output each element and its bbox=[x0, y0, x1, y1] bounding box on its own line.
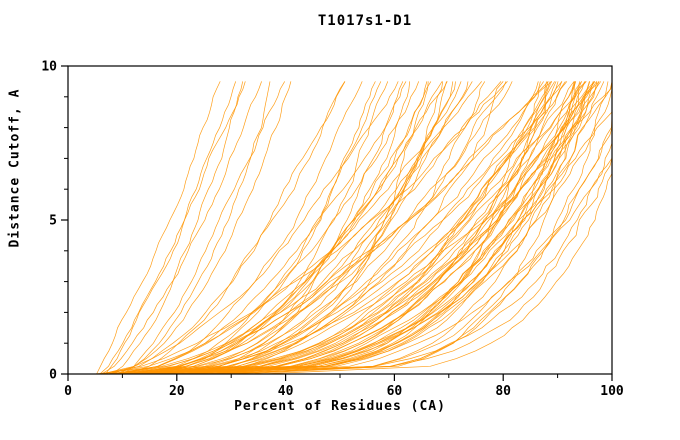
model-curve bbox=[95, 81, 502, 375]
model-curve bbox=[152, 81, 595, 375]
model-curve bbox=[121, 81, 541, 375]
model-curve bbox=[117, 81, 469, 375]
model-curve bbox=[122, 81, 576, 375]
model-curve bbox=[112, 81, 473, 375]
model-curve bbox=[200, 81, 601, 375]
model-curve bbox=[134, 81, 575, 375]
model-curve bbox=[114, 81, 544, 375]
model-curve bbox=[132, 81, 555, 375]
model-curve bbox=[117, 81, 363, 375]
model-curve bbox=[198, 81, 600, 375]
model-curve bbox=[157, 81, 563, 375]
model-curve bbox=[105, 81, 553, 375]
model-curve bbox=[153, 81, 404, 375]
model-curve bbox=[166, 81, 613, 375]
model-curve bbox=[176, 81, 613, 375]
model-curve bbox=[154, 81, 444, 375]
model-curve bbox=[224, 81, 591, 375]
model-curve bbox=[126, 81, 346, 375]
model-curve bbox=[123, 81, 482, 375]
model-curve bbox=[109, 81, 547, 375]
model-curve bbox=[231, 81, 613, 375]
model-curve bbox=[128, 81, 376, 375]
x-tick-label: 60 bbox=[387, 384, 403, 399]
model-curve bbox=[242, 81, 613, 375]
model-curve bbox=[203, 81, 605, 375]
model-curve bbox=[123, 81, 428, 375]
model-curve bbox=[142, 81, 549, 375]
model-curve bbox=[218, 81, 613, 375]
model-curve bbox=[145, 81, 557, 375]
model-curve bbox=[163, 81, 594, 375]
model-curve bbox=[142, 81, 432, 375]
model-curve bbox=[217, 81, 597, 375]
model-curve bbox=[101, 81, 399, 375]
model-curve bbox=[190, 81, 598, 375]
x-tick-label: 80 bbox=[495, 384, 511, 399]
model-curve bbox=[110, 81, 292, 375]
model-curve bbox=[164, 81, 429, 375]
model-curve bbox=[96, 81, 221, 375]
x-tick-label: 100 bbox=[600, 384, 624, 399]
y-tick-label: 5 bbox=[49, 214, 57, 229]
model-curve bbox=[116, 81, 504, 375]
model-curve bbox=[142, 81, 590, 375]
y-axis-label: Distance Cutoff, A bbox=[7, 88, 23, 248]
plot-frame bbox=[67, 65, 613, 375]
model-curve bbox=[139, 81, 382, 375]
model-curve bbox=[152, 81, 563, 375]
model-curve bbox=[127, 81, 456, 375]
model-curve bbox=[108, 81, 553, 375]
model-curve bbox=[101, 81, 262, 375]
y-tick-label: 10 bbox=[41, 60, 57, 75]
x-tick-label: 40 bbox=[278, 384, 294, 399]
model-curve bbox=[141, 81, 539, 375]
model-curve bbox=[99, 81, 237, 375]
model-curve bbox=[106, 81, 507, 375]
model-curve bbox=[116, 81, 407, 375]
x-tick-label: 20 bbox=[169, 384, 185, 399]
model-curve bbox=[156, 81, 568, 375]
model-curve bbox=[107, 81, 448, 375]
model-curve bbox=[178, 81, 559, 375]
model-curve bbox=[124, 81, 587, 375]
model-curve bbox=[116, 81, 271, 375]
chart-title: T1017s1-D1 bbox=[317, 13, 413, 29]
model-curve bbox=[110, 81, 513, 375]
model-curve bbox=[105, 81, 246, 375]
y-tick-label: 0 bbox=[49, 368, 57, 383]
model-curve bbox=[123, 81, 286, 375]
model-curve bbox=[202, 81, 582, 375]
model-curve bbox=[131, 81, 613, 375]
model-curve bbox=[164, 81, 577, 375]
model-curve bbox=[110, 81, 420, 375]
model-curve bbox=[135, 81, 389, 375]
model-curve bbox=[100, 81, 508, 375]
x-tick-label: 0 bbox=[64, 384, 72, 399]
model-curve bbox=[164, 81, 447, 375]
model-curve bbox=[230, 81, 613, 375]
model-curve bbox=[111, 81, 244, 375]
model-curve bbox=[216, 81, 609, 375]
model-curve bbox=[107, 81, 346, 375]
x-axis-label: Percent of Residues (CA) bbox=[234, 399, 446, 414]
